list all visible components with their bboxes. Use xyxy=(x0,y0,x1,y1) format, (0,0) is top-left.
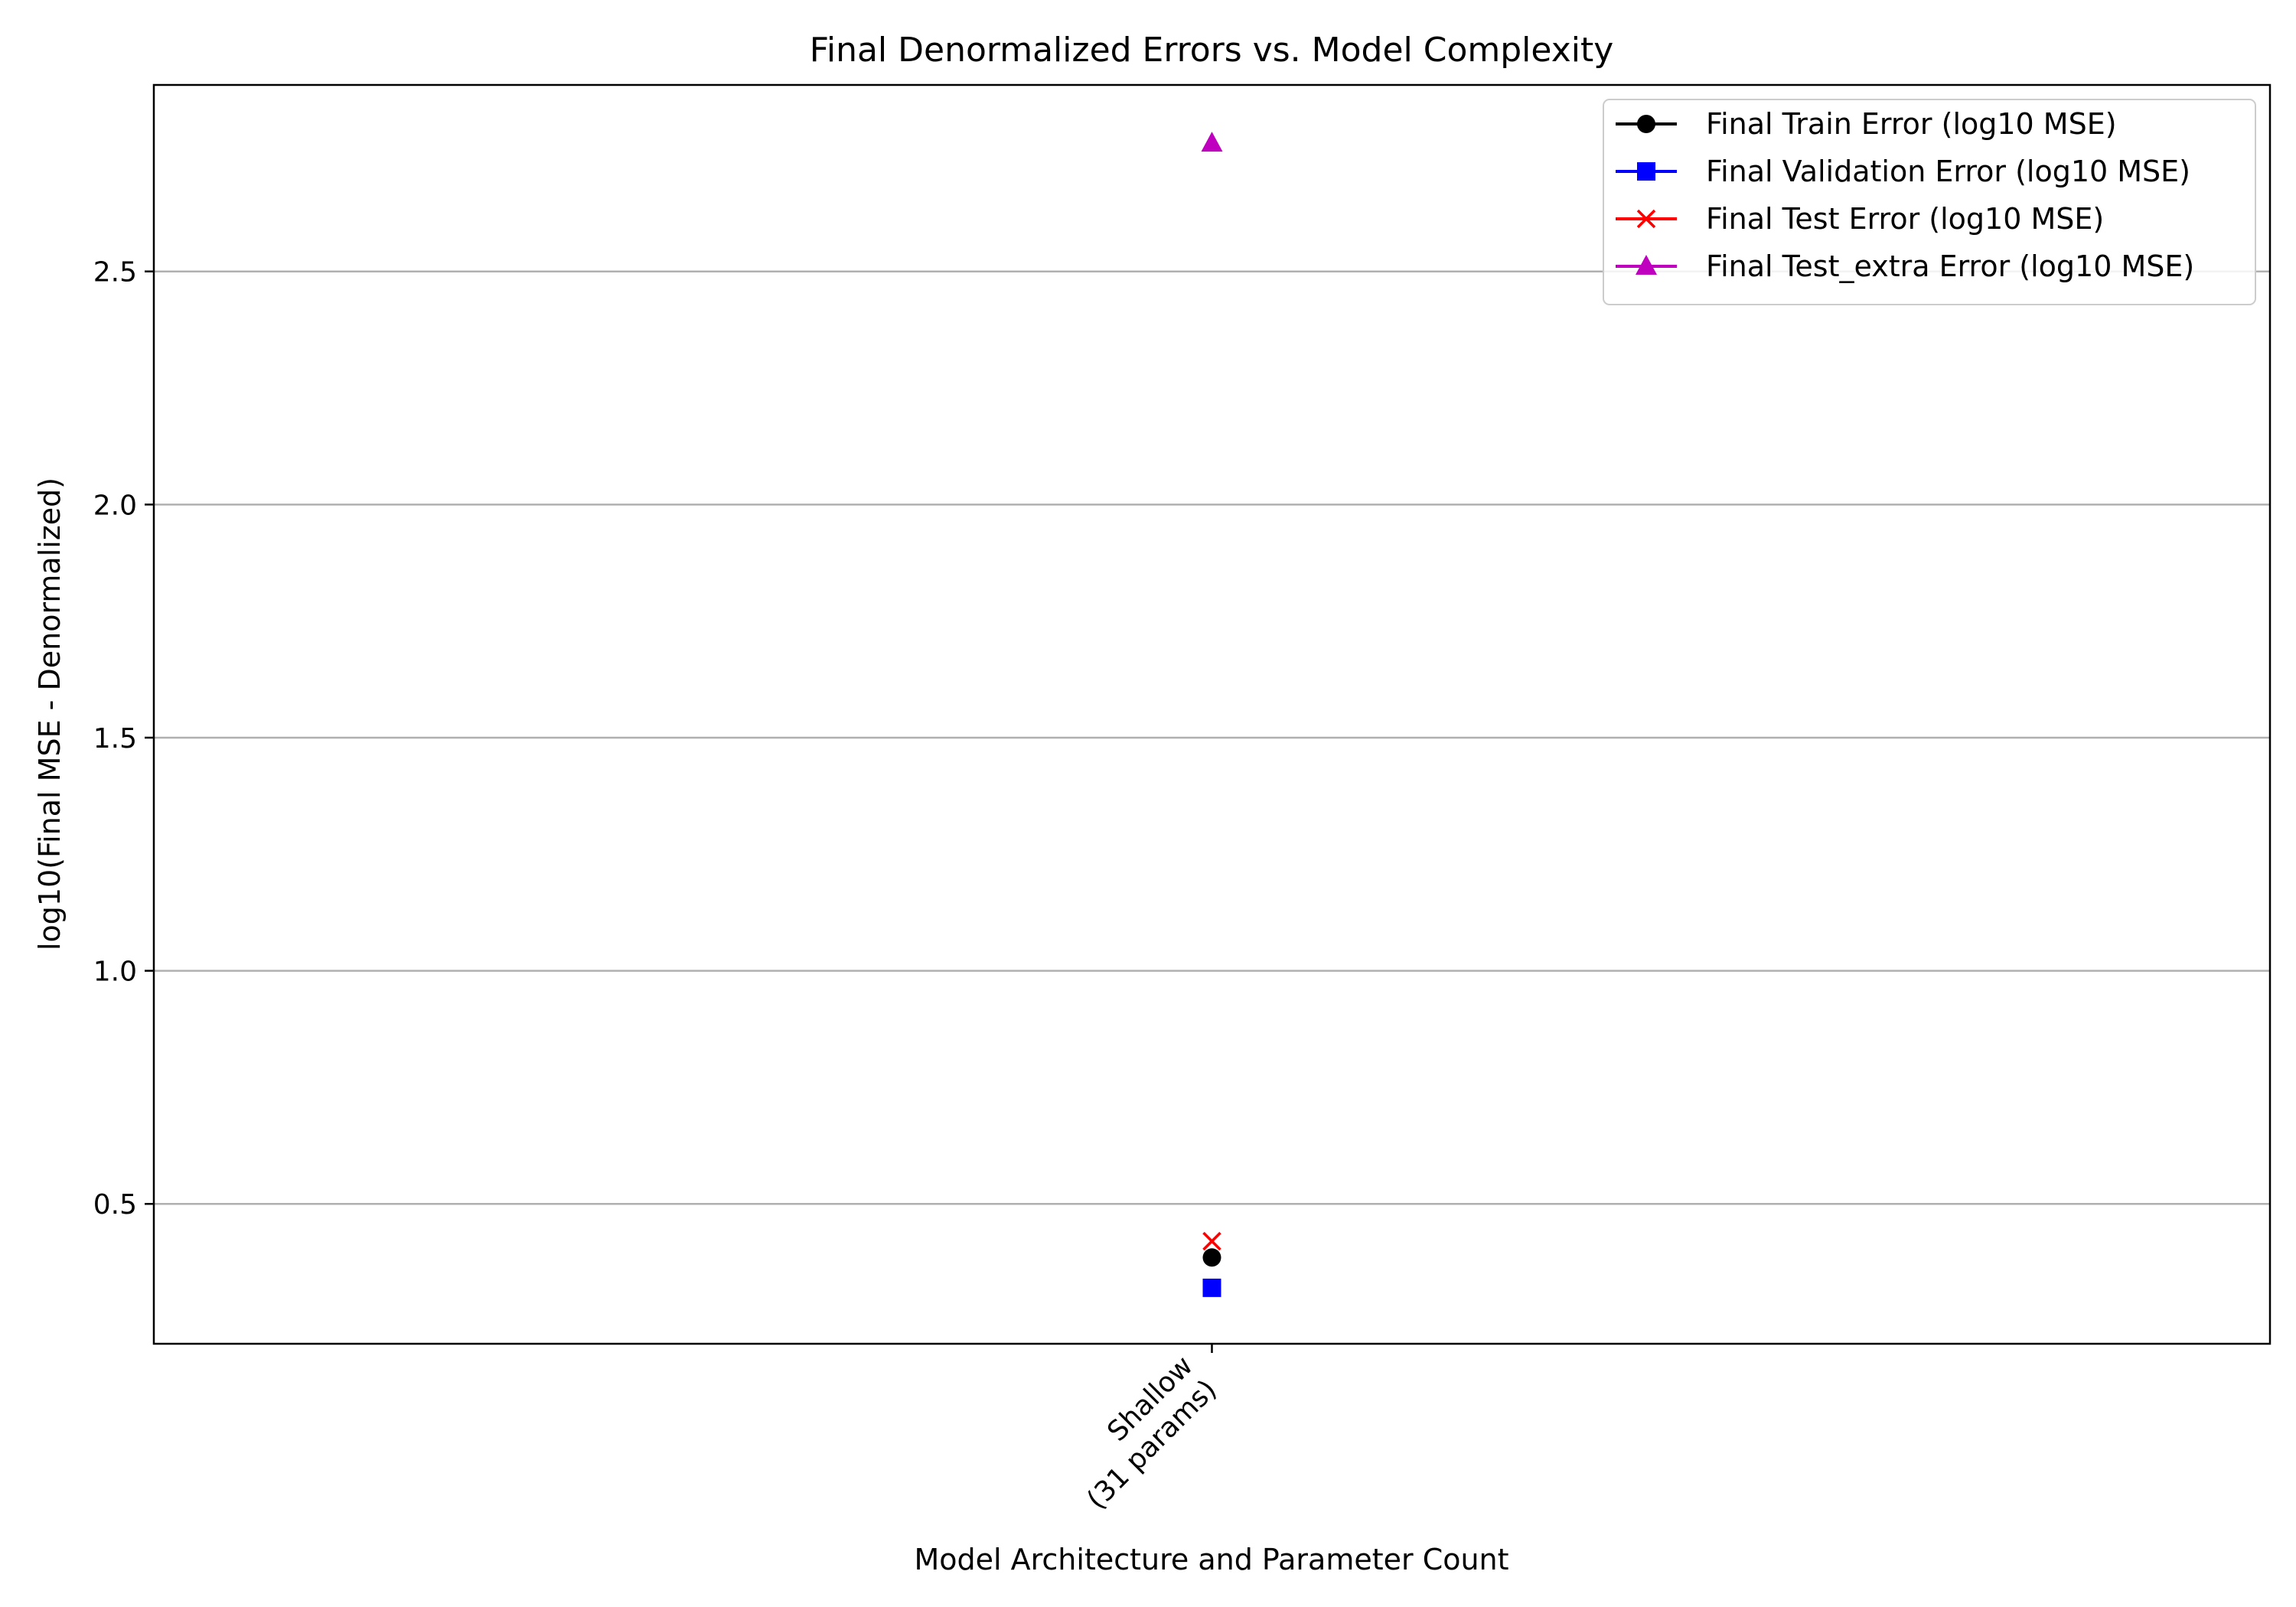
legend-marker-3 xyxy=(1636,255,1657,275)
data-point-series-3-cat-0 xyxy=(1201,132,1223,152)
legend-label-0: Final Train Error (log10 MSE) xyxy=(1706,107,2117,141)
grid-lines xyxy=(154,270,2270,1205)
chart-title: Final Denormalized Errors vs. Model Comp… xyxy=(810,31,1614,70)
y-axis-label: log10(Final MSE - Denormalized) xyxy=(33,478,67,950)
data-point-series-2-cat-0 xyxy=(1202,1231,1221,1251)
legend-marker-0 xyxy=(1637,115,1655,133)
y-tick-label-2: 1.5 xyxy=(93,723,137,755)
data-point-series-0-cat-0 xyxy=(1202,1248,1221,1267)
y-tick-label-1: 1.0 xyxy=(93,957,137,988)
legend-label-2: Final Test Error (log10 MSE) xyxy=(1706,202,2104,236)
legend: Final Train Error (log10 MSE) Final Valid… xyxy=(1603,99,2256,305)
legend-label-3: Final Test_extra Error (log10 MSE) xyxy=(1706,249,2194,283)
legend-label-1: Final Validation Error (log10 MSE) xyxy=(1706,155,2190,188)
data-point-series-1-cat-0 xyxy=(1202,1278,1221,1297)
data-point-series-2-cat-0-stroke-b xyxy=(1202,1231,1221,1251)
legend-marker-2 xyxy=(1636,209,1656,229)
legend-marker-1 xyxy=(1637,162,1655,181)
legend-marker-2-stroke-b xyxy=(1636,209,1656,229)
y-tick-label-0: 0.5 xyxy=(93,1189,137,1221)
y-axis: 0.5 1.0 1.5 2.0 2.5 xyxy=(93,257,154,1221)
legend-box xyxy=(1603,99,2256,305)
y-tick-label-4: 2.5 xyxy=(93,257,137,288)
y-tick-label-3: 2.0 xyxy=(93,490,137,521)
x-axis-label: Model Architecture and Parameter Count xyxy=(914,1543,1508,1576)
data-marks xyxy=(1201,132,1223,1297)
